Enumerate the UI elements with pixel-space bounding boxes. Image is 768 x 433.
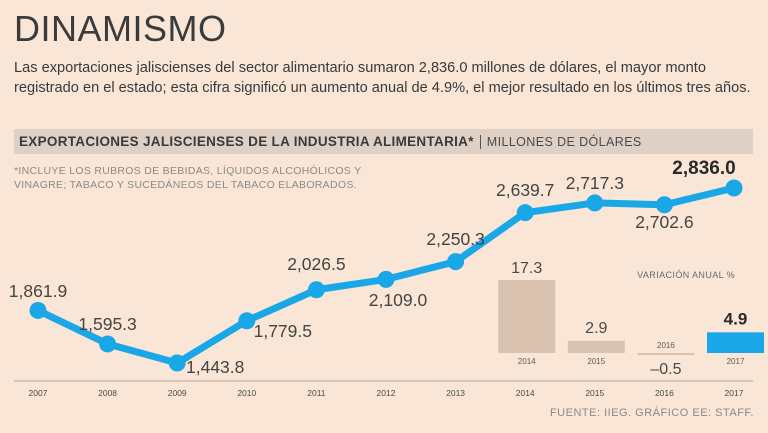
variation-bar-2015: [567, 340, 625, 353]
value-label-2015: 2,717.3: [566, 173, 624, 193]
value-label-2014: 2,639.7: [496, 180, 554, 200]
point-2014: [516, 204, 534, 222]
x-tick-2011: 2011: [307, 388, 326, 398]
point-2016: [655, 196, 673, 214]
point-2008: [99, 335, 117, 353]
value-label-2010: 1,779.5: [254, 321, 312, 341]
x-tick-2017: 2017: [725, 388, 744, 398]
value-label-2016: 2,702.6: [635, 212, 693, 232]
x-tick-2010: 2010: [237, 388, 256, 398]
x-tick-2016: 2016: [655, 388, 674, 398]
point-2011: [307, 281, 325, 299]
variation-year-2016: 2016: [657, 341, 675, 350]
value-label-2011: 2,026.5: [287, 254, 345, 274]
value-label-2012: 2,109.0: [369, 290, 428, 310]
point-2009: [168, 354, 186, 372]
variation-bar-2016: [637, 353, 695, 356]
point-2007: [29, 301, 47, 319]
variation-year-2014: 2014: [518, 357, 536, 366]
x-tick-2013: 2013: [446, 388, 465, 398]
variation-year-2015: 2015: [587, 357, 605, 366]
variation-label-2015: 2.9: [585, 320, 607, 337]
chart-header-band: EXPORTACIONES JALISCIENSES DE LA INDUSTR…: [14, 129, 753, 154]
value-label-2007: 1,861.9: [9, 281, 67, 301]
chart-title: EXPORTACIONES JALISCIENSES DE LA INDUSTR…: [19, 134, 474, 149]
x-tick-2009: 2009: [168, 388, 187, 398]
variation-year-2017: 2017: [727, 357, 745, 366]
source-credit: FUENTE: IIEG. GRÁFICO EE: STAFF.: [549, 407, 754, 419]
x-tick-2008: 2008: [98, 388, 117, 398]
x-tick-2012: 2012: [377, 388, 396, 398]
variation-title: VARIACIÓN ANUAL %: [637, 270, 735, 280]
description-text: Las exportaciones jaliscienses del secto…: [14, 60, 751, 96]
variation-label-2014: 17.3: [511, 260, 542, 277]
point-2010: [238, 312, 256, 330]
value-label-2008: 1,595.3: [78, 314, 136, 334]
variation-label-2017: 4.9: [724, 309, 748, 328]
x-tick-2015: 2015: [585, 388, 604, 398]
header-divider: [479, 134, 481, 149]
point-2017: [725, 179, 743, 197]
chart-units: MILLONES DE DÓLARES: [486, 134, 642, 149]
point-2013: [447, 253, 465, 271]
point-2015: [586, 194, 604, 212]
value-label-2013: 2,250.3: [426, 229, 484, 249]
x-tick-2007: 2007: [29, 388, 48, 398]
point-2012: [377, 270, 395, 288]
page-title: DINAMISMO: [14, 8, 227, 49]
footnote: *INCLUYE LOS RUBROS DE BEBIDAS, LÍQUIDOS…: [14, 165, 362, 191]
value-label-2009: 1,443.8: [186, 357, 244, 377]
variation-label-2016: –0.5: [650, 361, 681, 378]
variation-bar-2017: [707, 332, 764, 353]
variation-bar-2014: [498, 280, 556, 353]
x-tick-2014: 2014: [516, 388, 535, 398]
value-label-2017: 2,836.0: [672, 158, 735, 179]
